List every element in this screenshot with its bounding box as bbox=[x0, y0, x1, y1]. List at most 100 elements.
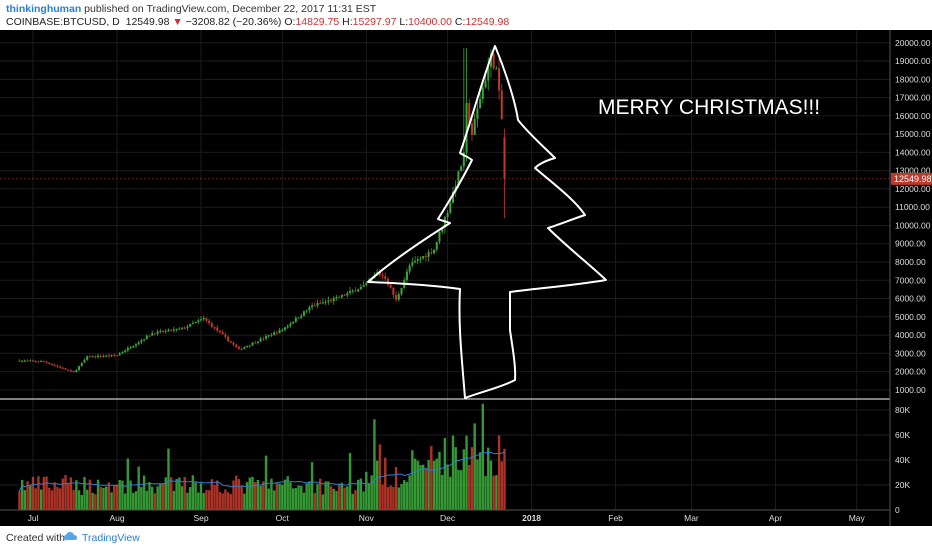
volume-bar bbox=[235, 475, 238, 510]
candle-body bbox=[495, 68, 498, 70]
candle-body bbox=[449, 202, 452, 213]
volume-bar bbox=[88, 479, 92, 510]
candle-body bbox=[452, 191, 454, 203]
volume-bar bbox=[332, 488, 335, 510]
volume-bar bbox=[75, 480, 78, 510]
candle-body bbox=[246, 346, 249, 348]
candle-body bbox=[346, 293, 349, 296]
volume-bar bbox=[18, 490, 21, 510]
volume-bar bbox=[403, 480, 406, 510]
close-value: 12549.98 bbox=[465, 16, 510, 28]
candle-body bbox=[441, 227, 444, 232]
volume-bar bbox=[172, 490, 176, 510]
candle-body bbox=[302, 311, 305, 316]
price-tick-label: 19000.00 bbox=[895, 56, 931, 66]
volume-bar bbox=[484, 475, 487, 510]
volume-bar bbox=[104, 486, 108, 510]
candle-body bbox=[489, 53, 492, 67]
candle-body bbox=[384, 276, 387, 279]
volume-bar bbox=[191, 475, 195, 510]
candle-body bbox=[378, 272, 381, 276]
candle-body bbox=[340, 294, 343, 298]
volume-bar bbox=[126, 458, 130, 510]
open-value: 14829.75 bbox=[295, 16, 340, 28]
candle-body bbox=[23, 360, 26, 362]
volume-bar bbox=[45, 476, 48, 510]
low-label: L: bbox=[399, 16, 409, 28]
volume-bar bbox=[56, 487, 59, 510]
volume-bar bbox=[384, 457, 387, 510]
candle-body bbox=[248, 345, 251, 347]
price-tick-label: 20000.00 bbox=[895, 38, 931, 48]
candle-body bbox=[457, 171, 460, 187]
volume-bar bbox=[188, 487, 192, 510]
candle-body bbox=[332, 298, 335, 302]
volume-bar bbox=[300, 485, 303, 510]
price-volume-chart[interactable]: MERRY CHRISTMAS!!! 20000.00 19000.00 18000… bbox=[0, 30, 932, 526]
volume-bar bbox=[186, 492, 189, 510]
candle-body bbox=[465, 102, 468, 153]
author-link[interactable]: thinkinghuman bbox=[6, 3, 82, 15]
candle-body bbox=[175, 328, 178, 330]
volume-bar bbox=[478, 452, 482, 510]
candle-body bbox=[381, 275, 384, 277]
volume-bar bbox=[424, 468, 428, 510]
candle-body bbox=[438, 231, 441, 242]
volume-bar bbox=[23, 490, 27, 510]
volume-bar bbox=[435, 458, 438, 510]
candle-body bbox=[422, 256, 425, 259]
candle-body bbox=[411, 262, 414, 266]
volume-bar bbox=[67, 483, 70, 510]
volume-bar bbox=[53, 482, 56, 510]
candle-body bbox=[216, 327, 219, 331]
candle-body bbox=[484, 80, 487, 88]
candle-body bbox=[210, 323, 213, 327]
volume-bar bbox=[34, 488, 37, 510]
volume-bar bbox=[69, 477, 73, 510]
candle-body bbox=[99, 355, 102, 357]
candle-body bbox=[294, 317, 297, 322]
volume-bar bbox=[221, 493, 224, 510]
volume-bar bbox=[167, 448, 170, 510]
candle-body bbox=[18, 360, 21, 362]
candle-body bbox=[389, 284, 392, 288]
volume-bar bbox=[500, 461, 503, 510]
volume-bar bbox=[253, 482, 257, 510]
volume-tick-label: 0 bbox=[895, 505, 900, 515]
ohlc-line: COINBASE:BTCUSD, D 12549.98 ▼ −3208.82 (… bbox=[6, 16, 509, 28]
volume-bar bbox=[275, 482, 279, 510]
volume-bar bbox=[305, 483, 308, 510]
volume-bar bbox=[29, 484, 32, 510]
candle-body bbox=[69, 370, 72, 372]
volume-bar bbox=[226, 492, 230, 510]
candle-body bbox=[405, 271, 408, 281]
volume-bar bbox=[272, 490, 276, 510]
candle-body bbox=[67, 369, 70, 371]
candle-body bbox=[143, 339, 146, 341]
candle-body bbox=[121, 352, 124, 354]
volume-bar bbox=[389, 485, 392, 510]
candle-body bbox=[37, 361, 40, 363]
volume-bar bbox=[156, 486, 159, 510]
candle-body bbox=[343, 294, 346, 296]
volume-bar bbox=[459, 470, 463, 510]
volume-bar bbox=[381, 484, 384, 510]
open-label: O: bbox=[284, 16, 296, 28]
volume-bar bbox=[80, 494, 83, 510]
volume-bar bbox=[294, 488, 298, 510]
volume-bar bbox=[319, 478, 322, 510]
volume-bar bbox=[26, 481, 29, 510]
candle-body bbox=[83, 359, 86, 363]
volume-bar bbox=[481, 403, 485, 510]
candle-body bbox=[433, 249, 436, 254]
candle-body bbox=[189, 323, 192, 327]
tradingview-brand-link[interactable]: TradingView bbox=[82, 532, 140, 544]
candle-body bbox=[56, 365, 59, 367]
volume-bar bbox=[286, 476, 289, 510]
volume-bar bbox=[497, 435, 501, 510]
volume-bar bbox=[164, 477, 167, 510]
price-tick-label: 14000.00 bbox=[895, 147, 931, 157]
candle-body bbox=[240, 348, 243, 350]
published-text: published on TradingView.com, December 2… bbox=[84, 3, 377, 15]
volume-bar bbox=[83, 476, 86, 510]
